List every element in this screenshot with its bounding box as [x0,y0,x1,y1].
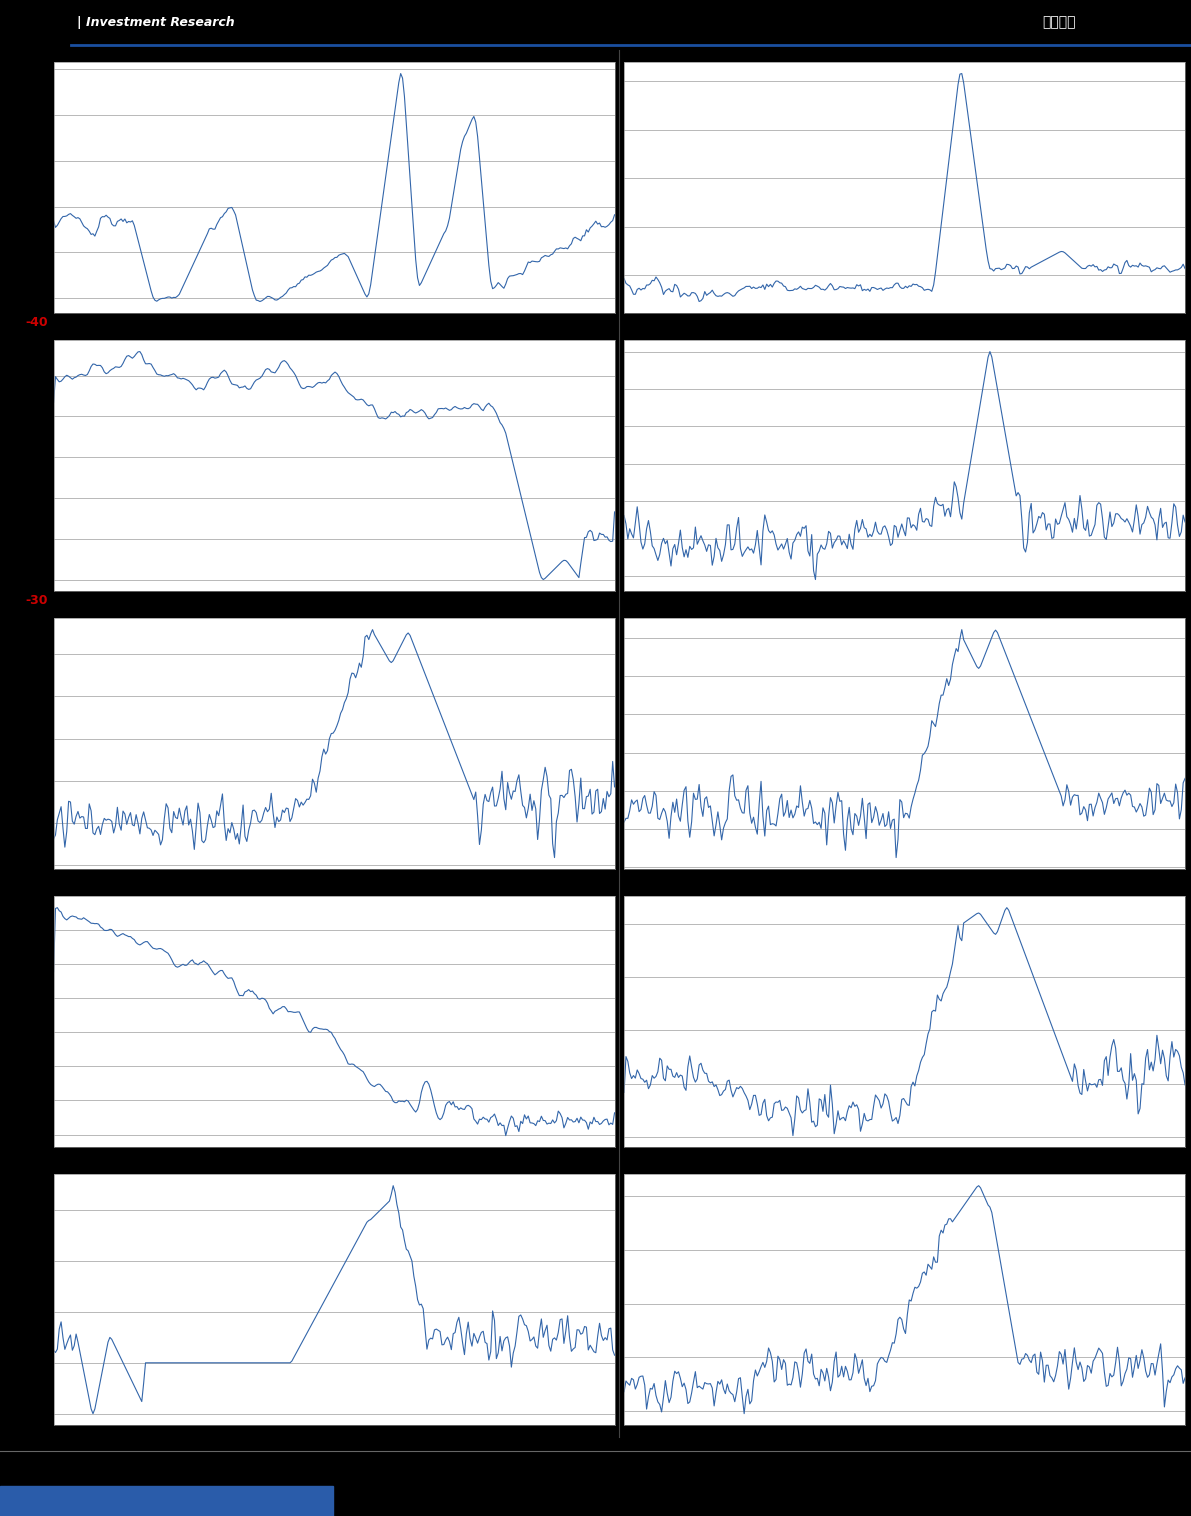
Text: -40: -40 [25,315,48,329]
Bar [0,1486,333,1516]
Text: | Investment Research: | Investment Research [77,17,235,29]
Text: -30: -30 [25,594,48,606]
Text: 估値周报: 估値周报 [1042,15,1075,29]
